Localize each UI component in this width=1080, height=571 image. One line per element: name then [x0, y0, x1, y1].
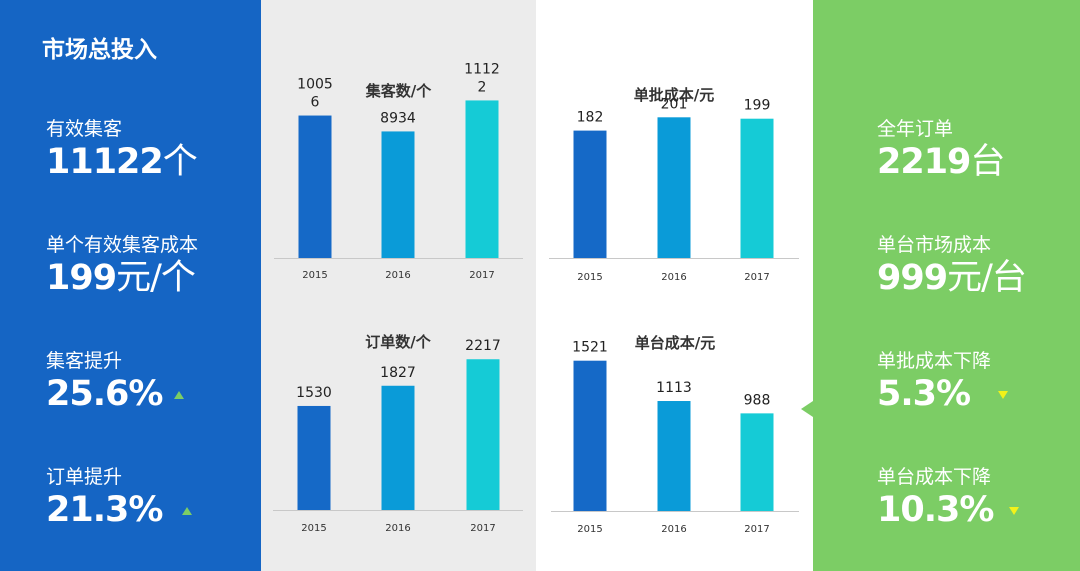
metric-order-growth: 订单提升 21.3% — [46, 464, 193, 530]
bar-value-label: 1827 — [380, 365, 416, 381]
metric-number: 999 — [877, 258, 948, 298]
down-arrow-icon — [1009, 507, 1020, 515]
x-tick-label: 2017 — [744, 272, 769, 283]
metric-number: 11122 — [46, 142, 164, 182]
chart-title: 订单数/个 — [365, 333, 431, 351]
metric-batch-cost-decline: 单批成本下降 5.3% — [877, 348, 1009, 414]
bar-value-label: 199 — [744, 98, 771, 114]
metric-number: 10.3% — [877, 490, 994, 530]
metric-unit: 元/台 — [947, 258, 1027, 298]
chart-orders: 订单数/个 1530 2015 1827 2016 2217 2017 — [273, 333, 523, 534]
bar-2015 — [573, 130, 607, 258]
bar-2016 — [657, 401, 691, 511]
metric-value: 25.6% — [46, 374, 185, 414]
bar-value-label: 2217 — [465, 338, 501, 354]
left-summary-panel: 市场总投入 有效集客 11122个 单个有效集客成本 199元/个 集客提升 2… — [0, 0, 261, 571]
right-pointer-arrow — [801, 401, 813, 417]
bar-value-label: 1521 — [572, 340, 608, 356]
bar-2017 — [740, 118, 774, 258]
x-tick-label: 2015 — [301, 523, 326, 534]
chart-title: 集客数/个 — [365, 82, 432, 100]
bar-2016 — [381, 385, 415, 510]
chart-batch-cost: 单批成本/元 182 2015 201 2016 199 2017 — [549, 86, 799, 283]
right-summary-panel: 全年订单 2219台 单台市场成本 999元/台 单批成本下降 5.3% 单台成… — [813, 0, 1080, 571]
metric-annual-orders: 全年订单 2219台 — [877, 116, 1005, 182]
bar-value-label: 988 — [744, 392, 771, 408]
metric-unit-cost-decline: 单台成本下降 10.3% — [877, 464, 1020, 530]
bar-value-label: 1005 — [297, 77, 333, 93]
x-tick-label: 2015 — [302, 270, 327, 281]
metric-label: 集客提升 — [46, 350, 123, 372]
metric-label: 单个有效集客成本 — [46, 234, 199, 256]
chart-title: 单台成本/元 — [635, 334, 715, 352]
x-tick-label: 2016 — [661, 524, 686, 535]
bar-value-label: 2 — [478, 79, 487, 95]
bar-2015 — [298, 115, 332, 258]
x-tick-label: 2017 — [470, 523, 495, 534]
bar-value-label: 6 — [311, 95, 320, 111]
metric-value: 999元/台 — [877, 258, 1027, 298]
bar-value-label: 1113 — [656, 380, 692, 396]
metric-number: 5.3% — [877, 374, 971, 414]
x-tick-label: 2017 — [469, 270, 494, 281]
up-arrow-icon — [174, 391, 185, 399]
bar-value-label: 182 — [577, 110, 604, 126]
metric-label: 全年订单 — [877, 118, 954, 140]
bar-value-label: 201 — [661, 96, 688, 112]
metric-value: 10.3% — [877, 490, 1020, 530]
bar-2017 — [740, 413, 774, 511]
metric-label: 单台成本下降 — [877, 466, 992, 488]
x-tick-label: 2015 — [577, 524, 602, 535]
bar-2017 — [466, 359, 500, 510]
metric-number: 21.3% — [46, 490, 163, 530]
metric-unit: 个 — [162, 142, 198, 182]
panel-title: 市场总投入 — [42, 37, 157, 63]
metric-value: 199元/个 — [46, 258, 198, 298]
x-tick-label: 2015 — [577, 272, 602, 283]
metric-number: 2219 — [877, 142, 971, 182]
metric-unit: 台 — [970, 142, 1005, 182]
metric-unit: 元/个 — [116, 258, 196, 298]
chart-title: 单批成本/元 — [634, 86, 714, 104]
metric-value: 21.3% — [46, 490, 193, 530]
metric-value: 2219台 — [877, 142, 1005, 182]
metric-label: 单批成本下降 — [877, 350, 992, 372]
metric-label: 订单提升 — [46, 466, 123, 488]
x-tick-label: 2016 — [385, 523, 410, 534]
bar-2016 — [657, 117, 691, 258]
metric-number: 25.6% — [46, 374, 163, 414]
metric-effective-leads: 有效集客 11122个 — [46, 116, 198, 182]
metric-number: 199 — [46, 258, 117, 298]
bar-2015 — [573, 360, 607, 511]
x-tick-label: 2016 — [661, 272, 686, 283]
bar-value-label: 1112 — [464, 61, 500, 77]
metric-cost-per-unit: 单台市场成本 999元/台 — [877, 232, 1027, 298]
down-arrow-icon — [998, 391, 1009, 399]
chart-leads: 集客数/个 1005 6 2015 8934 2016 1112 2 2017 — [274, 61, 523, 281]
bar-2016 — [381, 131, 415, 258]
metric-label: 有效集客 — [46, 118, 123, 140]
metric-cost-per-lead: 单个有效集客成本 199元/个 — [46, 232, 198, 298]
x-tick-label: 2017 — [744, 524, 769, 535]
bar-2015 — [297, 405, 331, 510]
metric-value: 11122个 — [46, 142, 198, 182]
metric-lead-growth: 集客提升 25.6% — [46, 348, 185, 414]
bar-value-label: 1530 — [296, 385, 332, 401]
metric-label: 单台市场成本 — [877, 234, 992, 256]
bar-value-label: 8934 — [380, 110, 416, 126]
chart-unit-cost: 单台成本/元 1521 2015 1113 2016 988 2017 — [551, 334, 799, 535]
up-arrow-icon — [182, 507, 193, 515]
metric-value: 5.3% — [877, 374, 1009, 414]
bar-2017 — [465, 100, 499, 259]
x-tick-label: 2016 — [385, 270, 410, 281]
